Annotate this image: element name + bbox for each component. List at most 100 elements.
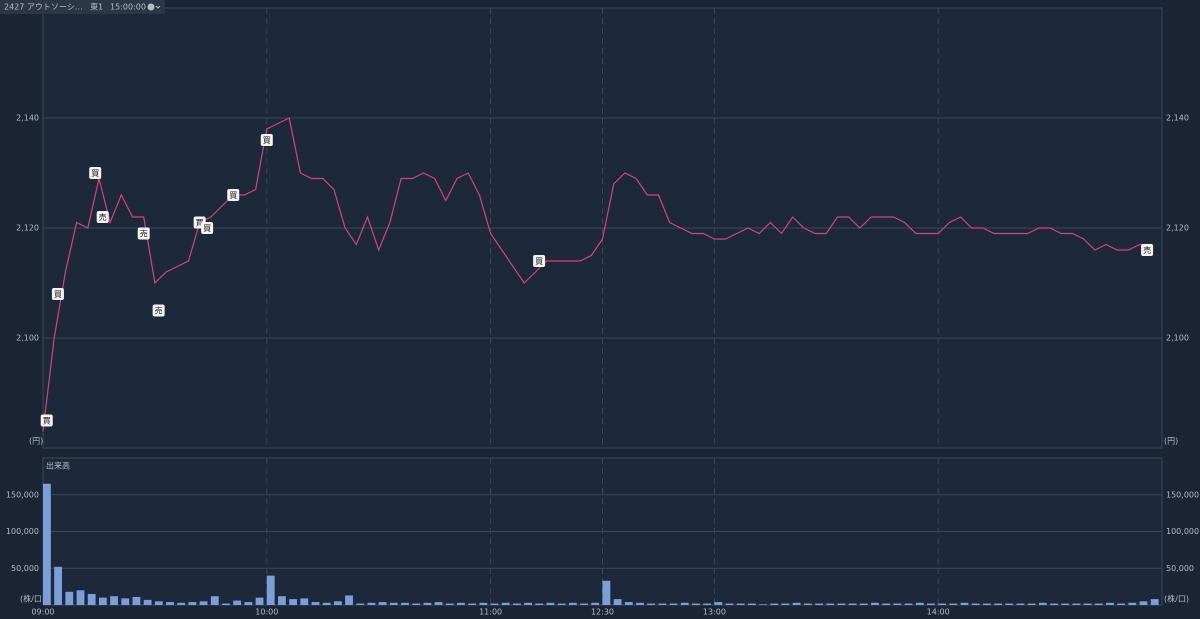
volume-bar — [1128, 602, 1137, 605]
volume-bar — [624, 602, 633, 605]
volume-bar — [356, 603, 365, 605]
volume-bar — [725, 603, 734, 605]
trade-marker-label: 買 — [263, 136, 271, 145]
trade-marker-label: 買 — [43, 417, 51, 426]
y-unit-right: (株/口) — [1164, 594, 1189, 604]
y-tick-label: 2,100 — [1166, 334, 1189, 343]
volume-bar — [982, 603, 991, 605]
volume-bar — [714, 602, 723, 605]
x-tick-label: 13:00 — [703, 608, 726, 617]
volume-bar — [322, 602, 331, 605]
volume-bar — [110, 596, 118, 605]
volume-bar — [289, 599, 298, 605]
volume-bar — [300, 598, 309, 605]
volume-bar — [1050, 603, 1058, 605]
volume-bar — [524, 602, 533, 605]
volume-bar — [389, 602, 398, 605]
volume-bar — [1094, 603, 1103, 605]
price-line — [42, 117, 1151, 432]
volume-bar — [971, 603, 980, 605]
stock-name: 2427 アウトソーシ… — [4, 3, 83, 12]
volume-bar — [949, 603, 958, 605]
y-tick-label: 100,000 — [1166, 527, 1199, 536]
volume-bar — [277, 596, 286, 605]
volume-bar — [54, 566, 63, 605]
volume-bar — [803, 603, 812, 605]
volume-bar — [412, 603, 421, 605]
volume-bar — [636, 602, 644, 605]
trade-marker-label: 買 — [203, 224, 211, 233]
trade-marker — [51, 288, 64, 300]
volume-bar — [479, 602, 488, 605]
volume-bar — [826, 603, 835, 605]
volume-bar — [680, 602, 689, 605]
volume-bar — [210, 596, 219, 605]
dropdown-arrow[interactable] — [155, 5, 161, 9]
x-tick-label: 11:00 — [479, 608, 502, 617]
volume-bar — [613, 599, 622, 605]
y-tick-label: 50,000 — [11, 564, 39, 573]
trade-marker-label: 売 — [99, 212, 107, 222]
volume-bar — [98, 597, 107, 605]
x-tick-label: 10:00 — [255, 608, 278, 617]
volume-bar — [457, 602, 465, 605]
volume-bar — [233, 600, 242, 605]
volume-bar — [1117, 603, 1126, 605]
y-tick-label: 150,000 — [1166, 490, 1199, 499]
volume-bar — [882, 603, 891, 605]
volume-bar — [1061, 603, 1070, 605]
trade-marker — [152, 304, 165, 317]
volume-bar — [927, 603, 935, 605]
volume-bar — [1072, 603, 1081, 605]
volume-bar — [770, 603, 779, 605]
volume-bar — [535, 603, 544, 605]
trade-marker — [96, 211, 109, 223]
volume-bar — [994, 603, 1002, 605]
volume-bar — [501, 602, 510, 605]
volume-bar — [512, 603, 521, 605]
volume-bar — [837, 603, 846, 605]
volume-bar — [1106, 602, 1114, 605]
volume-bar — [177, 602, 186, 605]
y-unit-left: (円) — [29, 437, 43, 446]
trade-marker-label: 買 — [54, 290, 62, 299]
volume-title: 出来高 — [46, 461, 70, 471]
trade-marker — [201, 222, 214, 234]
info-icon[interactable] — [147, 3, 155, 11]
volume-bar — [311, 602, 320, 605]
volume-bar — [490, 603, 499, 605]
volume-bar — [759, 604, 767, 605]
trade-marker-label: 売 — [1143, 245, 1151, 255]
y-unit-right: (円) — [1164, 437, 1178, 446]
volume-bar — [815, 603, 823, 605]
volume-bar — [87, 593, 96, 605]
trade-marker-label: 売 — [155, 306, 163, 316]
volume-bar — [345, 595, 353, 605]
volume-bar — [1083, 603, 1092, 605]
volume-bar — [938, 603, 947, 605]
volume-bar — [859, 603, 868, 605]
time: 15:00:00 — [110, 3, 146, 12]
volume-bar — [401, 602, 409, 605]
y-tick-label: 2,120 — [16, 224, 39, 233]
volume-bar — [1150, 599, 1159, 605]
y-tick-label: 50,000 — [1166, 564, 1194, 573]
volume-bar — [468, 603, 477, 605]
volume-bar — [65, 591, 74, 605]
volume-bar — [546, 602, 555, 605]
trade-marker — [40, 414, 53, 427]
y-tick-label: 2,140 — [1166, 114, 1189, 123]
volume-bar — [871, 602, 879, 605]
volume-bar — [423, 602, 432, 605]
trade-marker-label: 買 — [535, 257, 543, 266]
volume-bar — [915, 602, 924, 605]
volume-bar — [960, 602, 969, 605]
volume-bar — [222, 603, 230, 605]
trade-marker — [1141, 244, 1154, 256]
x-tick-label: 09:00 — [31, 608, 54, 617]
volume-bar — [692, 603, 700, 605]
x-tick-label: 12:30 — [591, 608, 614, 617]
trade-marker-label: 買 — [91, 169, 99, 178]
